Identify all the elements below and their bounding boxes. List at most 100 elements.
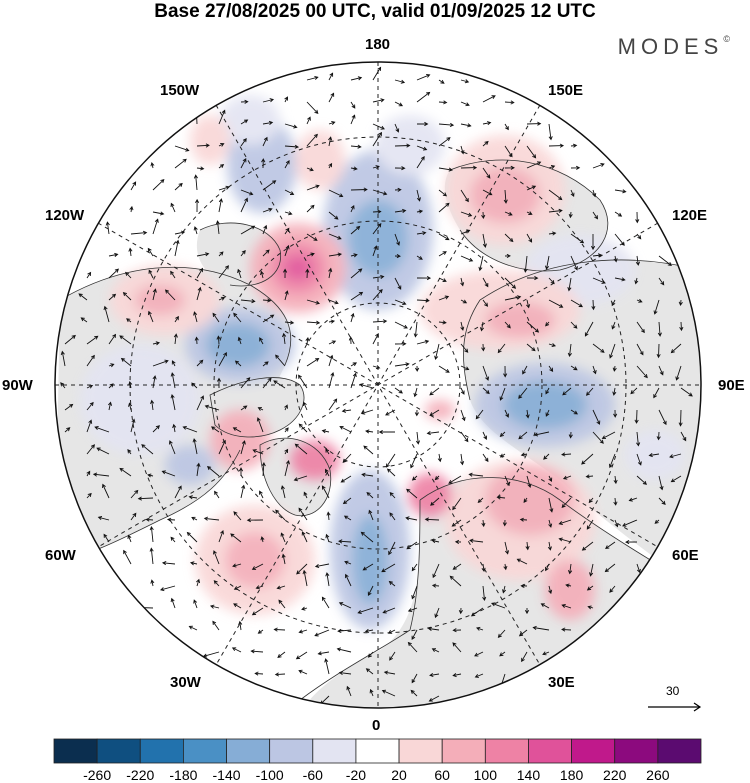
wind-arrow	[360, 531, 374, 543]
wind-arrow	[367, 651, 374, 658]
wind-arrow	[416, 298, 430, 303]
wind-arrow	[365, 429, 374, 434]
wind-arrow	[565, 583, 572, 588]
wind-arrow	[502, 519, 507, 527]
wind-arrow	[533, 431, 550, 437]
wind-arrow	[350, 362, 358, 367]
wind-arrow	[545, 387, 550, 395]
wind-arrow	[653, 387, 660, 399]
wind-arrow	[481, 211, 486, 220]
wind-arrow	[213, 580, 220, 587]
wind-arrow	[518, 629, 528, 637]
wind-arrow	[547, 541, 552, 551]
wind-arrow	[108, 363, 115, 368]
wind-arrow	[434, 475, 440, 481]
colorbar-tick-label: -220	[126, 767, 155, 783]
wind-arrow	[548, 343, 557, 348]
wind-arrow	[612, 387, 617, 396]
wind-arrow	[259, 337, 264, 345]
wind-arrow	[86, 335, 99, 345]
wind-arrow	[394, 299, 407, 306]
wind-arrow	[570, 165, 581, 170]
wind-arrow	[161, 560, 176, 566]
wind-arrow	[152, 218, 159, 235]
wind-arrow	[275, 509, 286, 521]
wind-arrow	[246, 518, 264, 523]
wind-arrow	[657, 321, 662, 337]
wind-arrow	[280, 485, 286, 499]
wind-arrow	[64, 334, 76, 345]
colorbar-tick-label: 60	[434, 767, 450, 783]
wind-arrow	[460, 229, 471, 235]
wind-arrow	[434, 343, 440, 361]
wind-arrow	[675, 365, 682, 381]
colorbar-swatch	[398, 738, 443, 764]
wind-arrow	[482, 453, 489, 463]
wind-arrow	[306, 75, 319, 81]
wind-arrow	[658, 475, 664, 491]
wind-arrow	[86, 354, 95, 367]
wind-arrow	[262, 207, 273, 213]
wind-arrow	[438, 167, 453, 172]
wind-arrow	[338, 670, 352, 675]
wind-arrow	[585, 387, 594, 396]
wind-arrow	[635, 211, 640, 224]
wind-arrow	[562, 387, 572, 396]
wind-arrow	[468, 472, 484, 477]
wind-arrow	[394, 79, 406, 84]
wind-arrow	[518, 431, 528, 440]
wind-arrow	[658, 497, 666, 505]
colorbar-swatch	[614, 738, 659, 764]
wind-arrow	[476, 626, 484, 631]
wind-arrow	[474, 651, 484, 657]
wind-arrow	[108, 293, 117, 301]
wind-arrow	[417, 121, 429, 127]
wind-arrow	[171, 360, 176, 367]
wind-arrow	[381, 563, 396, 573]
colorbar-tick-label: -60	[302, 767, 323, 783]
wind-arrow	[570, 189, 575, 197]
wind-arrow	[152, 211, 165, 216]
wind-arrow	[212, 312, 220, 323]
wind-arrow	[437, 453, 442, 463]
wind-arrow	[636, 365, 648, 379]
wind-arrow	[658, 277, 665, 286]
wind-arrow	[240, 157, 247, 169]
wind-arrow	[342, 453, 352, 463]
wind-arrow	[592, 343, 605, 353]
wind-arrow	[678, 299, 683, 307]
wind-arrow	[430, 497, 440, 506]
wind-arrow	[394, 362, 410, 367]
wind-arrow	[482, 387, 490, 395]
wind-arrow	[562, 475, 572, 480]
wind-arrow	[636, 431, 641, 447]
wind-arrow	[350, 204, 355, 213]
wind-arrow	[372, 288, 383, 301]
wind-arrow	[570, 365, 578, 371]
wind-arrow	[432, 563, 440, 579]
wind-arrow	[341, 408, 352, 413]
wind-arrow	[558, 537, 572, 543]
wind-arrow	[350, 144, 362, 149]
wind-arrow	[367, 585, 374, 597]
wind-arrow	[679, 321, 684, 332]
wind-arrow	[460, 409, 466, 422]
wind-arrow	[361, 472, 374, 477]
wind-arrow	[548, 123, 553, 141]
wind-arrow	[469, 538, 484, 543]
wind-arrow	[129, 205, 134, 213]
wind-arrow	[218, 185, 230, 191]
wind-arrow	[324, 658, 330, 675]
wind-arrow	[306, 299, 321, 305]
wind-arrow	[305, 336, 310, 345]
wind-arrow	[438, 320, 447, 325]
wind-arrow	[196, 395, 204, 411]
wind-arrow	[196, 359, 204, 367]
wind-arrow	[218, 109, 226, 125]
wind-arrow	[277, 651, 286, 658]
wind-arrow	[206, 465, 220, 477]
wind-arrow	[240, 377, 251, 389]
wind-arrow	[149, 525, 154, 543]
wind-arrow	[385, 409, 396, 416]
wind-arrow	[328, 267, 333, 279]
